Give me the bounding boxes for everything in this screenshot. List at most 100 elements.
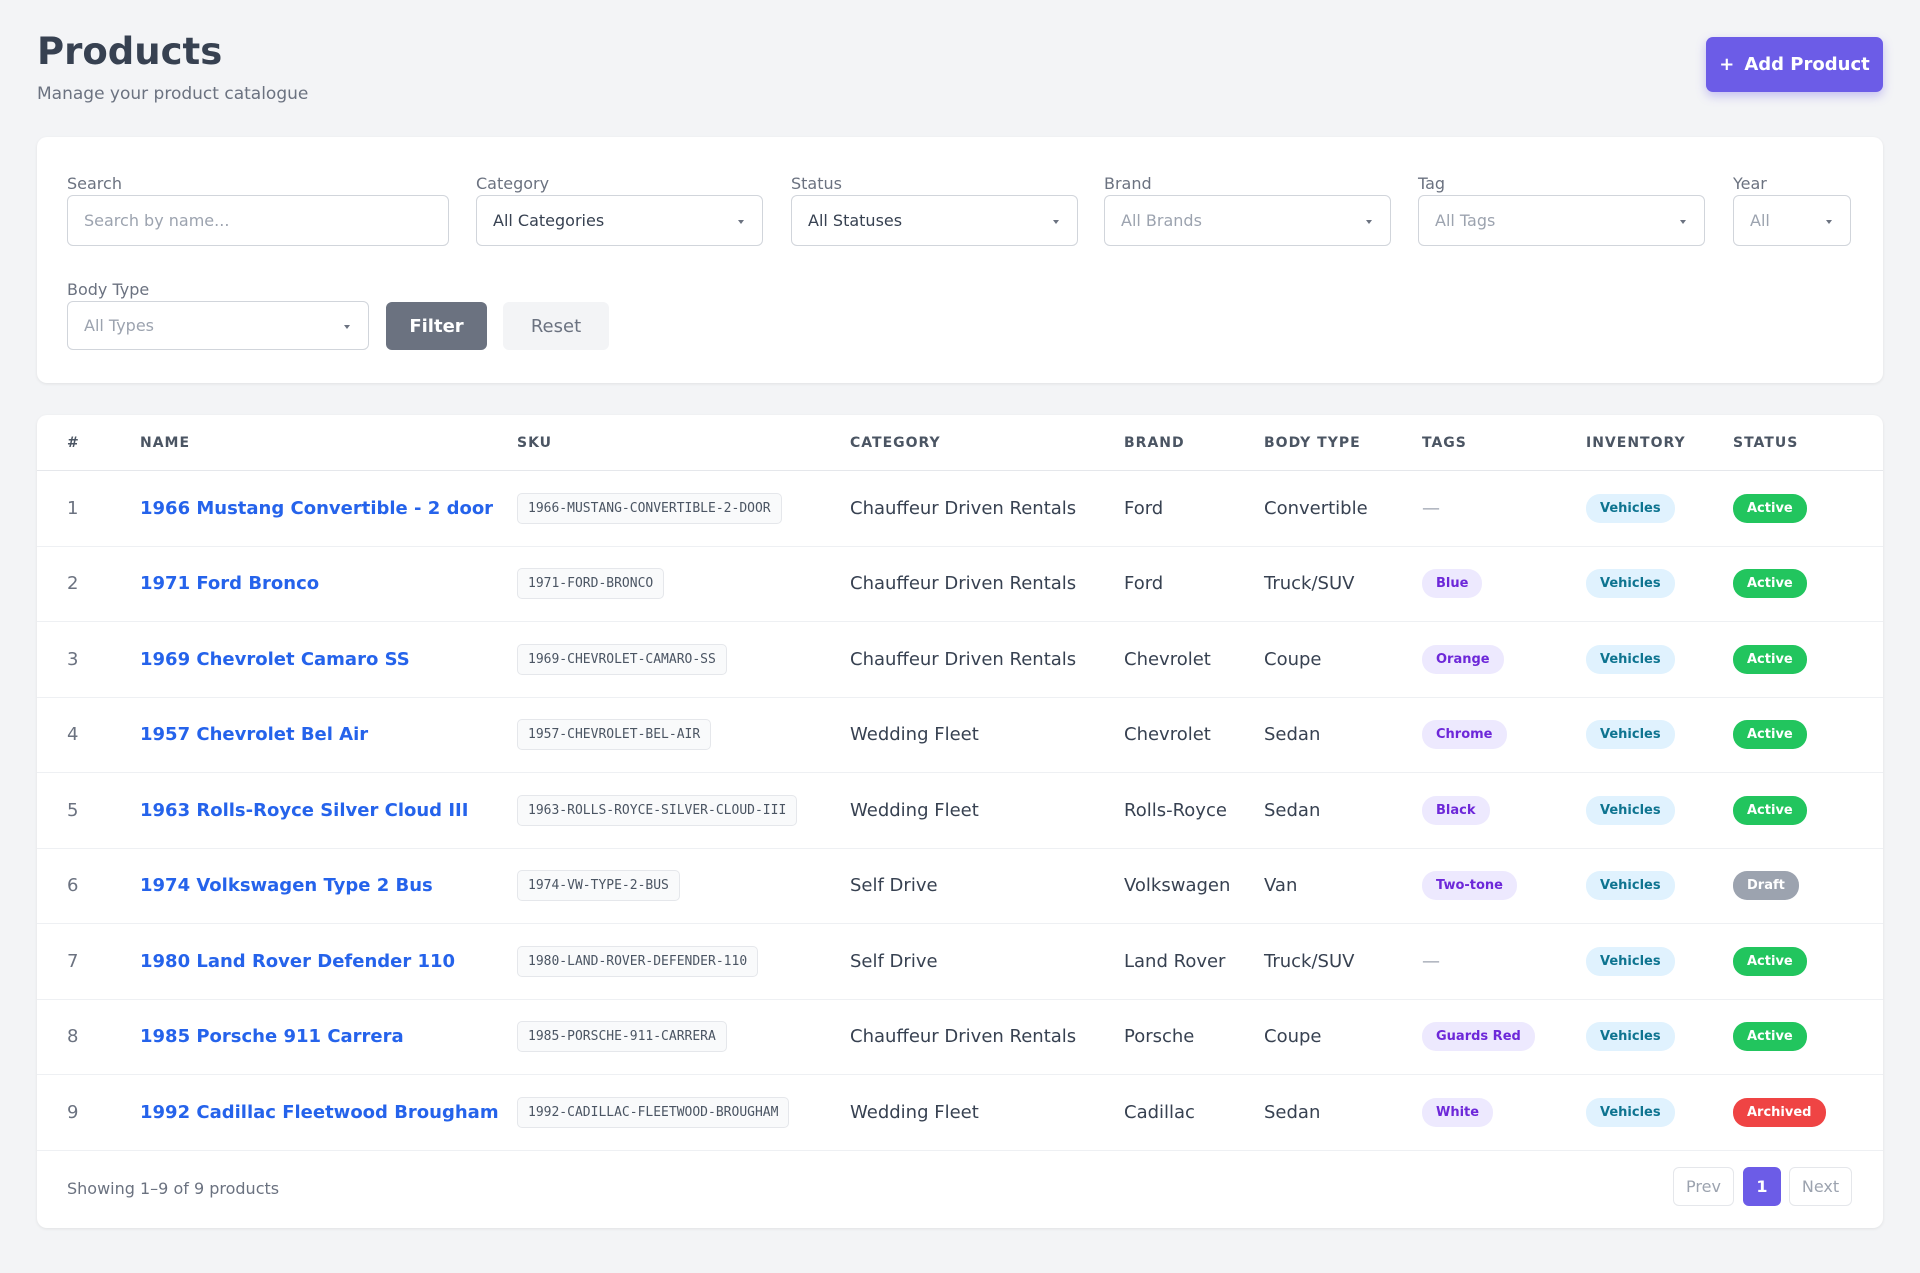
- plus-icon: +: [1719, 54, 1735, 75]
- body-type: Truck/SUV: [1264, 950, 1355, 972]
- tags-cell: Two-tone: [1422, 871, 1586, 901]
- status-badge: Active: [1733, 644, 1807, 674]
- cell: 1985 Porsche 911 Carrera: [140, 1026, 517, 1047]
- status-badge: Active: [1733, 493, 1807, 523]
- cell: 1957-CHEVROLET-BEL-AIR: [517, 719, 850, 751]
- filter-select[interactable]: All Statuses: [791, 195, 1078, 246]
- cell: Vehicles: [1586, 1097, 1733, 1127]
- body-type: Coupe: [1264, 1026, 1322, 1048]
- filter-select[interactable]: All Brands: [1104, 195, 1391, 246]
- product-name-link[interactable]: 1963 Rolls-Royce Silver Cloud III: [140, 799, 469, 821]
- empty-tags: —: [1422, 950, 1440, 972]
- table-row: 6 1974 Volkswagen Type 2 Bus 1974-VW-TYPE-…: [37, 849, 1883, 924]
- filter-select[interactable]: All Categories: [476, 195, 763, 246]
- cell: Active: [1733, 569, 1883, 599]
- cell: Active: [1733, 493, 1883, 523]
- filter-select[interactable]: All Types: [67, 301, 369, 350]
- category: Chauffeur Driven Rentals: [850, 497, 1077, 519]
- add-product-button[interactable]: + Add Product: [1706, 37, 1883, 92]
- category: Chauffeur Driven Rentals: [850, 648, 1077, 670]
- results-summary: Showing 1–9 of 9 products: [67, 1179, 280, 1198]
- status-badge: Active: [1733, 569, 1807, 599]
- cell: Vehicles: [1586, 946, 1733, 976]
- cell: 1971-FORD-BRONCO: [517, 568, 850, 600]
- current-page[interactable]: 1: [1743, 1167, 1781, 1206]
- filter-label: Tag: [1418, 174, 1446, 193]
- body-type: Convertible: [1264, 497, 1368, 519]
- cell: 1969 Chevrolet Camaro SS: [140, 649, 517, 670]
- cell: Vehicles: [1586, 795, 1733, 825]
- product-name-link[interactable]: 1985 Porsche 911 Carrera: [140, 1026, 404, 1048]
- product-name-link[interactable]: 1974 Volkswagen Type 2 Bus: [140, 875, 433, 897]
- category: Wedding Fleet: [850, 724, 979, 746]
- cell: Draft: [1733, 871, 1883, 901]
- tags-cell: White: [1422, 1097, 1586, 1127]
- table-row: 7 1980 Land Rover Defender 110 1980-LAND-R…: [37, 924, 1883, 1000]
- next-page[interactable]: Next: [1789, 1167, 1852, 1206]
- tag-badge: Blue: [1422, 569, 1483, 599]
- category: Self Drive: [850, 875, 938, 897]
- tags-cell: Orange: [1422, 644, 1586, 674]
- product-name-link[interactable]: 1971 Ford Bronco: [140, 573, 320, 595]
- brand: Porsche: [1124, 1026, 1195, 1048]
- brand: Cadillac: [1124, 1101, 1195, 1123]
- product-name-link[interactable]: 1980 Land Rover Defender 110: [140, 950, 456, 972]
- brand: Ford: [1124, 573, 1164, 595]
- body-type: Truck/SUV: [1264, 573, 1355, 595]
- cell: 1980 Land Rover Defender 110: [140, 951, 517, 972]
- sku-code: 1980-LAND-ROVER-DEFENDER-110: [517, 945, 759, 977]
- row-number: 5: [67, 799, 79, 821]
- column-header: BRAND: [1124, 434, 1185, 451]
- tags-cell: Guards Red: [1422, 1022, 1586, 1052]
- column-header: NAME: [140, 434, 191, 451]
- row-number: 6: [67, 875, 79, 897]
- category: Wedding Fleet: [850, 799, 979, 821]
- sku-code: 1974-VW-TYPE-2-BUS: [517, 870, 680, 902]
- category: Self Drive: [850, 950, 938, 972]
- body-type: Van: [1264, 875, 1298, 897]
- empty-tags: —: [1422, 497, 1440, 519]
- inventory-badge: Vehicles: [1586, 569, 1675, 599]
- inventory-badge: Vehicles: [1586, 1022, 1675, 1052]
- filter-select[interactable]: All: [1733, 195, 1851, 246]
- status-badge: Active: [1733, 795, 1807, 825]
- sku-code: 1971-FORD-BRONCO: [517, 568, 665, 600]
- brand: Rolls-Royce: [1124, 799, 1227, 821]
- product-name-link[interactable]: 1957 Chevrolet Bel Air: [140, 724, 369, 746]
- table-row: 4 1957 Chevrolet Bel Air 1957-CHEVROLET-BE…: [37, 698, 1883, 773]
- cell: 1966 Mustang Convertible - 2 door: [140, 498, 517, 519]
- tag-badge: Black: [1422, 795, 1490, 825]
- cell: 1974-VW-TYPE-2-BUS: [517, 870, 850, 902]
- product-name-link[interactable]: 1966 Mustang Convertible - 2 door: [140, 497, 494, 519]
- inventory-badge: Vehicles: [1586, 720, 1675, 750]
- body-type: Sedan: [1264, 799, 1321, 821]
- column-header: TAGS: [1422, 434, 1467, 451]
- search-input[interactable]: Search by name...: [67, 195, 449, 246]
- table-header: # NAME SKU CATEGORY BRAND BODY TYPE TAGS INVENT…: [37, 415, 1883, 471]
- add-product-label: Add Product: [1744, 54, 1870, 75]
- category: Chauffeur Driven Rentals: [850, 1026, 1077, 1048]
- cell: Active: [1733, 1022, 1883, 1052]
- cell: 1957 Chevrolet Bel Air: [140, 724, 517, 745]
- product-name-link[interactable]: 1992 Cadillac Fleetwood Brougham: [140, 1101, 499, 1123]
- column-header: BODY TYPE: [1264, 434, 1361, 451]
- tag-badge: Two-tone: [1422, 871, 1517, 901]
- reset-button[interactable]: Reset: [503, 302, 609, 350]
- filter-card: Search Search by name... Category All Categ…: [37, 137, 1883, 383]
- product-name-link[interactable]: 1969 Chevrolet Camaro SS: [140, 648, 410, 670]
- status-badge: Archived: [1733, 1097, 1826, 1127]
- filter-button[interactable]: Filter: [386, 302, 487, 350]
- body-type: Sedan: [1264, 724, 1321, 746]
- sku-code: 1957-CHEVROLET-BEL-AIR: [517, 719, 712, 751]
- sku-code: 1963-ROLLS-ROYCE-SILVER-CLOUD-III: [517, 794, 798, 826]
- row-number: 9: [67, 1101, 79, 1123]
- filter-select[interactable]: All Tags: [1418, 195, 1705, 246]
- cell: 1963 Rolls-Royce Silver Cloud III: [140, 800, 517, 821]
- status-badge: Active: [1733, 720, 1807, 750]
- sku-code: 1969-CHEVROLET-CAMARO-SS: [517, 643, 727, 675]
- inventory-badge: Vehicles: [1586, 871, 1675, 901]
- cell: Vehicles: [1586, 1022, 1733, 1052]
- brand: Volkswagen: [1124, 875, 1231, 897]
- prev-page[interactable]: Prev: [1673, 1167, 1734, 1206]
